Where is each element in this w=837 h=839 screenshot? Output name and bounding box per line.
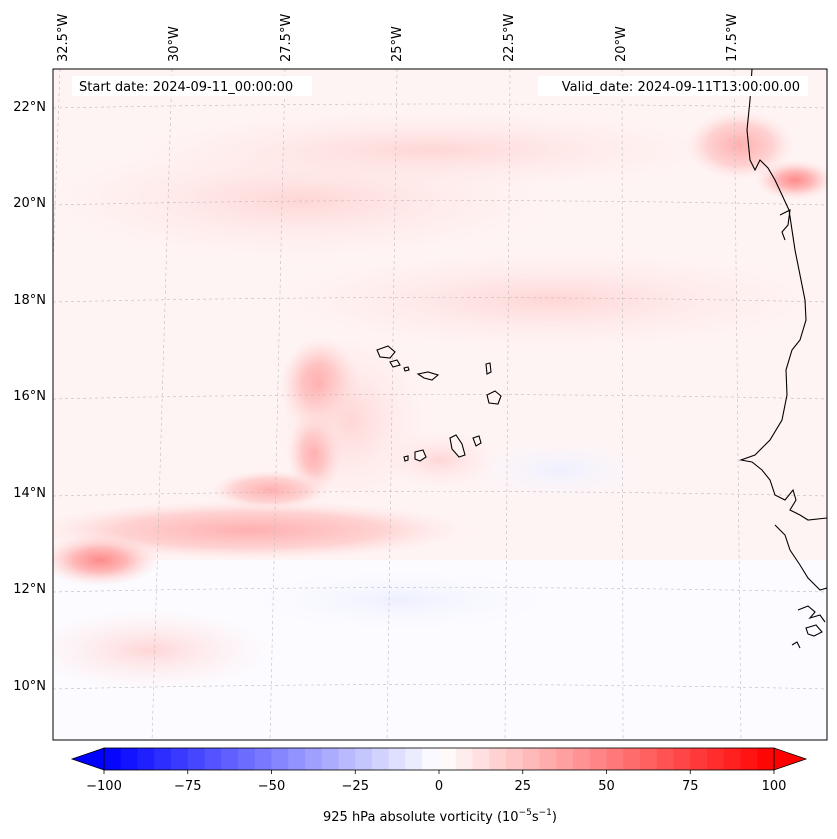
colorbar-cell (589, 748, 607, 770)
colorbar-tick-label: 50 (598, 779, 615, 794)
colorbar: −100 −75 −50 −25 0 25 50 75 100 925 hPa absolute… (70, 747, 808, 825)
latitude-labels: 22°N 20°N 18°N 16°N 14°N 12°N 10°N (13, 100, 46, 694)
colorbar-cell (740, 748, 758, 770)
colorbar-tick-label: 25 (514, 779, 531, 794)
colorbar-cell (405, 748, 423, 770)
colorbar-cell (254, 748, 272, 770)
island-santo-antao (376, 345, 396, 359)
map-frame (52, 68, 828, 741)
colorbar-cell (723, 748, 741, 770)
start-date-label: Start date: 2024-09-11_00:00:00 (79, 80, 293, 95)
colorbar-cell (221, 748, 239, 770)
island-brava (403, 455, 409, 462)
lon-label: 32.5°W (56, 14, 71, 62)
colorbar-cell (338, 748, 356, 770)
lat-label: 10°N (13, 679, 46, 694)
lon-label: 30°W (167, 26, 182, 62)
colorbar-cell (757, 748, 775, 770)
colorbar-cell (472, 748, 490, 770)
colorbar-cell (573, 748, 591, 770)
colorbar-extend-high (773, 747, 808, 771)
colorbar-cell (204, 748, 222, 770)
colorbar-cell (171, 748, 189, 770)
colorbar-cell (556, 748, 574, 770)
lat-label: 18°N (13, 293, 46, 308)
colorbar-cell (137, 748, 155, 770)
colorbar-cell (606, 748, 624, 770)
colorbar-cell (154, 748, 172, 770)
cape-verde-islands (376, 345, 502, 462)
colorbar-cell (690, 748, 708, 770)
graticule (53, 69, 827, 740)
lon-label: 17.5°W (725, 14, 740, 62)
lon-label: 22.5°W (502, 14, 517, 62)
vorticity-field (53, 110, 827, 740)
colorbar-cell (439, 748, 457, 770)
colorbar-cell (506, 748, 524, 770)
island-fogo (414, 449, 427, 462)
colorbar-ticks: −100 −75 −50 −25 0 25 50 75 100 (86, 770, 786, 794)
colorbar-tick-label: −50 (258, 779, 285, 794)
colorbar-tick-label: 75 (682, 779, 699, 794)
lon-label: 20°W (614, 26, 629, 62)
lat-label: 20°N (13, 196, 46, 211)
colorbar-cell (187, 748, 205, 770)
valid-date-box (538, 76, 808, 96)
colorbar-cell (522, 748, 540, 770)
island-boa-vista (486, 390, 502, 405)
colorbar-tick-label: −100 (86, 779, 122, 794)
colorbar-tick-label: 0 (435, 779, 443, 794)
lat-label: 14°N (13, 486, 46, 501)
lat-label: 12°N (13, 582, 46, 597)
longitude-labels: 32.5°W 30°W 27.5°W 25°W 22.5°W 20°W 17.5… (56, 14, 740, 62)
lat-label: 22°N (13, 100, 46, 115)
colorbar-tick-label: −25 (342, 779, 369, 794)
colorbar-cell (120, 748, 138, 770)
colorbar-cell (539, 748, 557, 770)
colorbar-cell (656, 748, 674, 770)
lon-label: 25°W (390, 26, 405, 62)
colorbar-cell (623, 748, 641, 770)
lon-label: 27.5°W (279, 14, 294, 62)
colorbar-cell (288, 748, 306, 770)
colorbar-cell (455, 748, 473, 770)
island-sao-nicolau (416, 371, 440, 381)
colorbar-cell (104, 748, 122, 770)
lat-label: 16°N (13, 389, 46, 404)
island-santiago (449, 434, 466, 458)
island-santa-luzia (403, 366, 410, 372)
island-sal (485, 362, 492, 375)
colorbar-cell (271, 748, 289, 770)
colorbar-title: 925 hPa absolute vorticity (10−5s−1) (323, 808, 557, 825)
map-panel (53, 69, 827, 740)
colorbar-cell (372, 748, 390, 770)
colorbar-cell (238, 748, 256, 770)
colorbar-tick-label: 100 (762, 779, 787, 794)
valid-date-label: Valid_date: 2024-09-11T13:00:00.00 (562, 80, 800, 95)
colorbar-tick-label: −75 (174, 779, 201, 794)
colorbar-extend-low (70, 747, 105, 771)
colorbar-cell (707, 748, 725, 770)
african-coastline (738, 69, 827, 649)
colorbar-cell (321, 748, 339, 770)
colorbar-cell (305, 748, 323, 770)
colorbar-cells (104, 748, 775, 770)
island-maio (472, 435, 482, 447)
colorbar-cell (388, 748, 406, 770)
colorbar-cell (422, 748, 440, 770)
colorbar-cell (355, 748, 373, 770)
colorbar-cell (673, 748, 691, 770)
start-date-box (72, 76, 312, 96)
colorbar-cell (640, 748, 658, 770)
island-sao-vicente (389, 359, 401, 368)
colorbar-cell (489, 748, 507, 770)
